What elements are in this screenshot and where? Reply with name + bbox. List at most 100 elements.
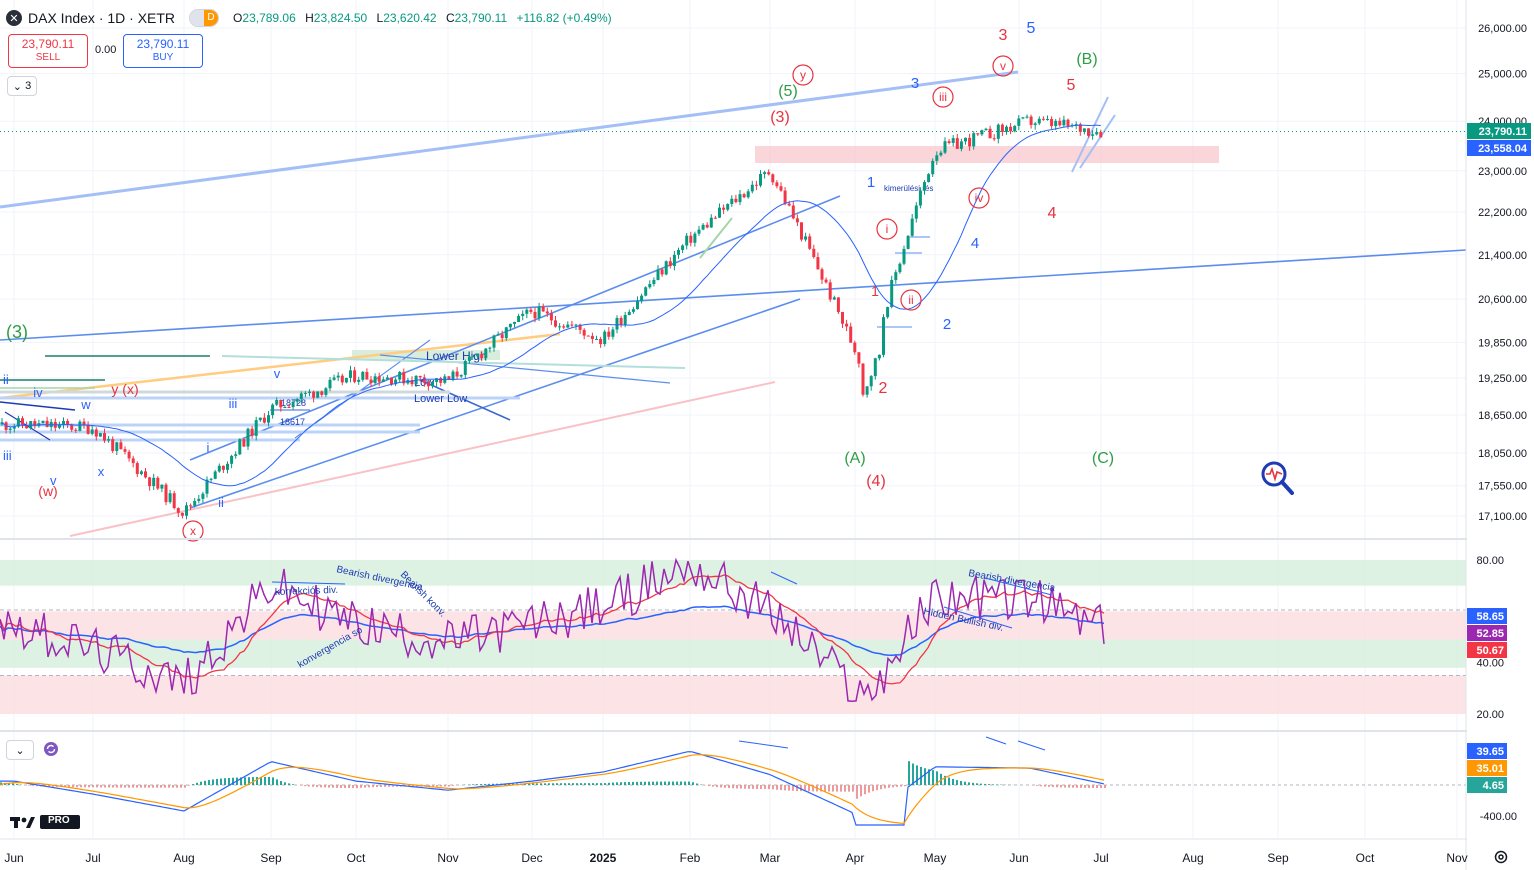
candle-body-34 [139, 471, 143, 475]
symbol-title[interactable]: DAX Index · 1D · XETR [28, 10, 176, 26]
indicator-count: 3 [25, 80, 32, 92]
macd-hist-260 [1040, 785, 1042, 787]
macd-hist-190 [760, 785, 762, 790]
settings-button[interactable] [1493, 849, 1509, 870]
macd-label-bg-0 [1467, 743, 1507, 759]
macd-hist-53 [212, 779, 214, 785]
macd-hist-67 [268, 776, 270, 785]
sync-button[interactable] [40, 740, 62, 758]
macd-hist-31 [124, 785, 126, 788]
candle-body-163 [668, 261, 672, 266]
candle-body-198 [812, 248, 816, 258]
macd-hist-199 [796, 785, 798, 791]
macd-hist-93 [372, 785, 374, 788]
candle-body-3 [12, 426, 16, 429]
candle-body-255 [1046, 118, 1049, 120]
macd-hist-266 [1064, 785, 1066, 788]
macd-hist-107 [428, 785, 430, 787]
time-tick-7: 2025 [590, 851, 617, 865]
indicator-toggle[interactable]: ⌄ 3 [7, 76, 37, 96]
macd-hist-25 [100, 785, 102, 788]
macd-label-2: 4.65 [1483, 780, 1504, 792]
candle-body-231 [947, 141, 951, 143]
candle-body-218 [894, 272, 898, 280]
macd-hist-185 [740, 785, 742, 789]
macd-hist-157 [628, 781, 630, 785]
chevron-down-icon: ⌄ [12, 80, 26, 93]
candle-body-5 [21, 418, 24, 426]
market-status-pill[interactable]: D [189, 9, 220, 27]
macd-hist-147 [588, 783, 590, 785]
candle-body-199 [816, 257, 820, 270]
wave-label-4: (C) [1092, 450, 1114, 467]
time-axis[interactable]: Jun Jul Aug Sep Oct Nov Dec 2025 Feb Mar Apr May Jun… [4, 851, 1467, 865]
wave-label-23: i [207, 440, 210, 455]
candle-body-209 [857, 352, 861, 364]
candle-body-72 [295, 399, 299, 402]
trendline-1 [0, 249, 1466, 341]
candle-body-65 [267, 415, 270, 423]
macd-hist-167 [668, 781, 670, 785]
macd-hist-37 [148, 785, 150, 788]
macd-hist-84 [336, 785, 338, 788]
candle-body-11 [45, 420, 49, 427]
time-tick-11: May [924, 851, 947, 865]
macd-hist-72 [288, 783, 290, 785]
candle-body-145 [595, 338, 598, 340]
price-label-bg-1 [1467, 140, 1531, 156]
macd-hist-82 [328, 785, 330, 788]
candle-body-168 [689, 235, 693, 243]
candle-body-200 [820, 269, 824, 280]
macd-hist-223 [892, 785, 894, 788]
rsi-mid-red-band [0, 611, 1466, 640]
macd-hist-207 [828, 785, 830, 792]
candle-body-148 [607, 331, 611, 337]
candle-body-80 [328, 379, 332, 389]
macd-hist-95 [380, 785, 382, 787]
time-tick-5: Nov [437, 851, 458, 865]
candle-body-162 [664, 261, 668, 275]
candle-body-14 [57, 424, 61, 428]
macd-hist-109 [436, 785, 438, 787]
interval-badge: D [204, 10, 219, 26]
buy-button[interactable]: 23,790.11 BUY [123, 34, 203, 68]
rsi-div-line-2 [943, 606, 1013, 629]
macd-hist-83 [332, 785, 334, 788]
tradingview-logo[interactable]: PRO [10, 814, 82, 835]
candle-body-234 [959, 141, 963, 149]
macd-hist-128 [512, 783, 514, 785]
price-axis[interactable]: 26,000.0025,000.0024,000.0023,000.0022,2… [1467, 0, 1534, 870]
candle-body-22 [90, 429, 94, 434]
candle-body-230 [943, 141, 947, 153]
candle-body-52 [213, 471, 217, 479]
candle-body-241 [988, 128, 992, 139]
macd-hist-48 [192, 784, 194, 785]
macd-hist-162 [648, 781, 650, 785]
sell-button[interactable]: 23,790.11 SELL [8, 34, 88, 68]
candle-body-229 [939, 152, 943, 156]
candle-body-201 [824, 279, 828, 283]
candle-body-85 [349, 370, 352, 378]
macd-hist-34 [136, 785, 138, 788]
macd-hist-61 [244, 777, 246, 785]
wave-label-6: (4) [866, 473, 886, 490]
candle-body-159 [652, 279, 656, 284]
collapse-pane-button[interactable]: ⌄ [6, 740, 34, 760]
candle-body-210 [861, 363, 865, 395]
rsi-bands [0, 560, 1466, 714]
macd-hist-65 [260, 776, 262, 785]
candle-body-263 [1078, 124, 1082, 132]
macd-hist-163 [652, 781, 654, 785]
macd-hist-18 [72, 785, 74, 788]
circled-ring-0 [792, 64, 814, 86]
candle-body-113 [463, 360, 467, 375]
time-tick-13: Jul [1093, 851, 1108, 865]
time-tick-14: Aug [1182, 851, 1203, 865]
buy-label: BUY [152, 52, 174, 63]
wave-label-1: (5) [778, 83, 798, 100]
rsi-tick-2: 40.00 [1476, 658, 1504, 670]
candle-body-31 [127, 451, 131, 459]
macd-hist-153 [612, 782, 614, 785]
zoom-button[interactable] [1259, 460, 1295, 503]
